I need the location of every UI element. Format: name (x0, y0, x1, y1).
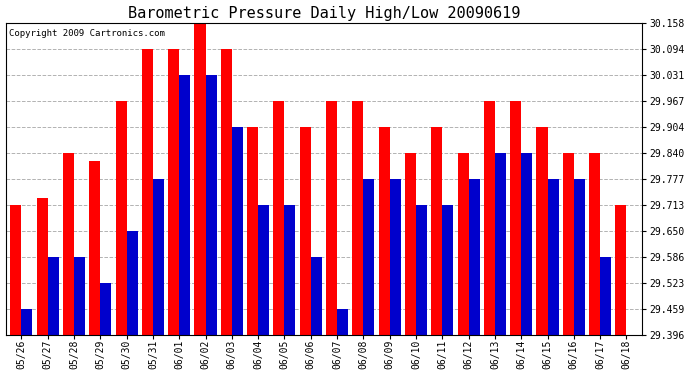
Bar (442, 205, 453, 334)
Bar (48, 257, 59, 334)
Bar (353, 101, 364, 334)
Bar (537, 127, 548, 335)
Bar (615, 205, 627, 334)
Bar (600, 257, 611, 334)
Bar (126, 231, 137, 334)
Bar (63, 153, 74, 334)
Bar (431, 127, 442, 335)
Bar (74, 257, 85, 334)
Text: Copyright 2009 Cartronics.com: Copyright 2009 Cartronics.com (9, 29, 165, 38)
Bar (574, 179, 585, 334)
Title: Barometric Pressure Daily High/Low 20090619: Barometric Pressure Daily High/Low 20090… (128, 6, 520, 21)
Bar (195, 23, 206, 334)
Bar (484, 101, 495, 334)
Bar (115, 101, 126, 334)
Bar (469, 179, 480, 334)
Bar (310, 257, 322, 334)
Bar (168, 49, 179, 334)
Bar (548, 179, 559, 334)
Bar (21, 309, 32, 334)
Bar (258, 205, 269, 334)
Bar (232, 127, 243, 335)
Bar (416, 205, 427, 334)
Bar (326, 101, 337, 334)
Bar (589, 153, 600, 334)
Bar (521, 153, 532, 334)
Bar (153, 179, 164, 334)
Bar (364, 179, 375, 334)
Bar (247, 127, 258, 335)
Bar (89, 161, 100, 334)
Bar (206, 75, 217, 334)
Bar (284, 205, 295, 334)
Bar (37, 198, 48, 334)
Bar (221, 49, 232, 334)
Bar (457, 153, 469, 334)
Bar (100, 283, 111, 334)
Bar (10, 205, 21, 334)
Bar (510, 101, 521, 334)
Bar (495, 153, 506, 334)
Bar (179, 75, 190, 334)
Bar (299, 127, 310, 335)
Bar (273, 101, 284, 334)
Bar (563, 153, 574, 334)
Bar (390, 179, 401, 334)
Bar (379, 127, 390, 335)
Bar (337, 309, 348, 334)
Bar (142, 49, 153, 334)
Bar (405, 153, 416, 334)
